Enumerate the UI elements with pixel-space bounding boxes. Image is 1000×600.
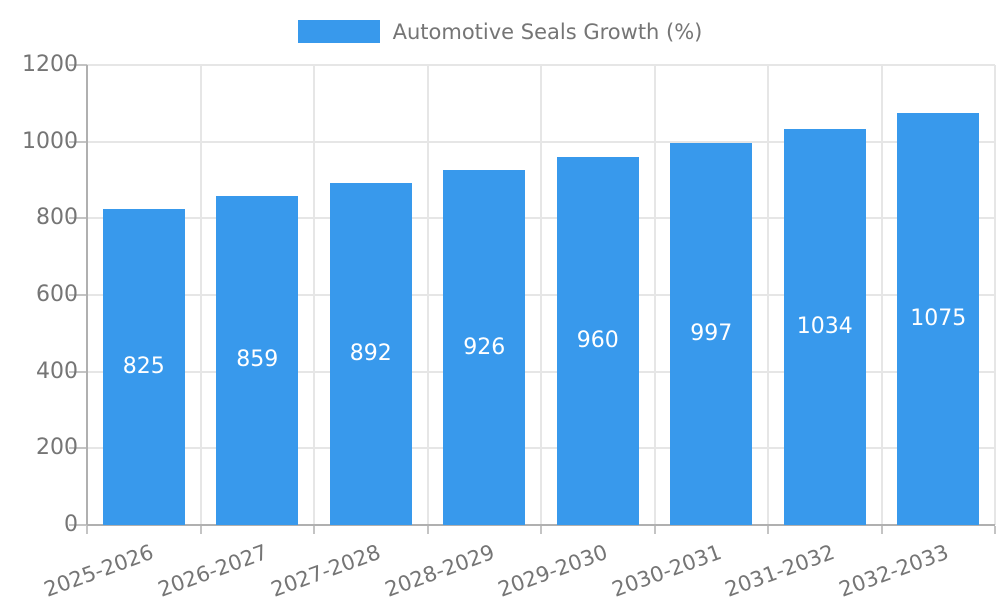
y-axis-tick-label: 0: [64, 512, 78, 537]
bar-value-label: 859: [236, 347, 279, 373]
x-gridline: [767, 65, 769, 525]
y-axis-tick-label: 800: [36, 205, 78, 231]
bar[interactable]: [783, 128, 866, 525]
x-gridline: [540, 65, 542, 525]
y-axis-tick: [69, 64, 87, 66]
y-axis-tick: [69, 370, 87, 373]
x-axis-tick: [199, 526, 202, 534]
bar-value-label: 1075: [910, 305, 967, 331]
y-axis-tick: [69, 217, 87, 220]
x-axis-tick-label: 2029-2030: [495, 540, 611, 600]
x-gridline: [880, 65, 883, 525]
x-gridline: [426, 65, 429, 525]
bar[interactable]: [329, 183, 412, 525]
x-gridline: [199, 65, 202, 525]
x-axis-tick: [86, 526, 88, 534]
x-axis-tick-label: 2027-2028: [268, 540, 384, 600]
x-axis-tick-label: 2031-2032: [722, 540, 838, 600]
bar-value-label: 997: [690, 320, 733, 346]
y-axis-tick-label: 1200: [22, 52, 78, 77]
bar-value-label: 892: [349, 341, 392, 367]
x-axis-tick-label: 2025-2026: [41, 540, 157, 600]
x-axis-tick-label: 2026-2027: [154, 540, 271, 600]
legend[interactable]: Automotive Seals Growth (%): [0, 19, 1000, 44]
legend-swatch: [297, 20, 380, 43]
y-axis-tick: [69, 447, 87, 450]
x-axis-tick-label: 2028-2029: [381, 540, 498, 600]
y-axis-line: [86, 65, 88, 525]
y-axis-tick: [69, 140, 87, 143]
x-gridline: [313, 65, 315, 525]
x-axis-tick: [540, 526, 542, 534]
y-axis-tick: [69, 294, 87, 296]
bar-value-label: 1034: [796, 313, 853, 339]
bar[interactable]: [443, 170, 526, 525]
bar-value-label: 825: [122, 353, 165, 379]
x-axis-tick: [994, 526, 996, 534]
bar[interactable]: [556, 157, 639, 525]
x-axis-baseline: [87, 524, 995, 526]
x-axis-tick: [653, 526, 656, 534]
bar-value-label: 926: [463, 334, 506, 360]
y-axis-tick: [69, 524, 87, 526]
y-axis-tick-label: 1000: [22, 128, 78, 154]
bar-value-label: 960: [576, 328, 619, 353]
y-axis-tick-label: 200: [36, 435, 78, 461]
legend-label: Automotive Seals Growth (%): [392, 19, 703, 44]
x-axis-tick-label: 2030-2031: [608, 540, 725, 600]
x-gridline: [653, 65, 656, 525]
bar[interactable]: [216, 195, 299, 525]
bar[interactable]: [670, 142, 753, 525]
y-axis-tick-label: 400: [36, 358, 78, 384]
x-axis-tick: [880, 526, 883, 534]
x-axis-tick: [767, 526, 769, 534]
y-axis-tick-label: 600: [36, 282, 78, 307]
x-axis-tick: [426, 526, 429, 534]
x-gridline: [994, 65, 996, 525]
x-axis-tick: [313, 526, 315, 534]
bar[interactable]: [102, 208, 185, 525]
bar[interactable]: [897, 112, 980, 525]
x-axis-tick-label: 2032-2033: [835, 540, 952, 600]
